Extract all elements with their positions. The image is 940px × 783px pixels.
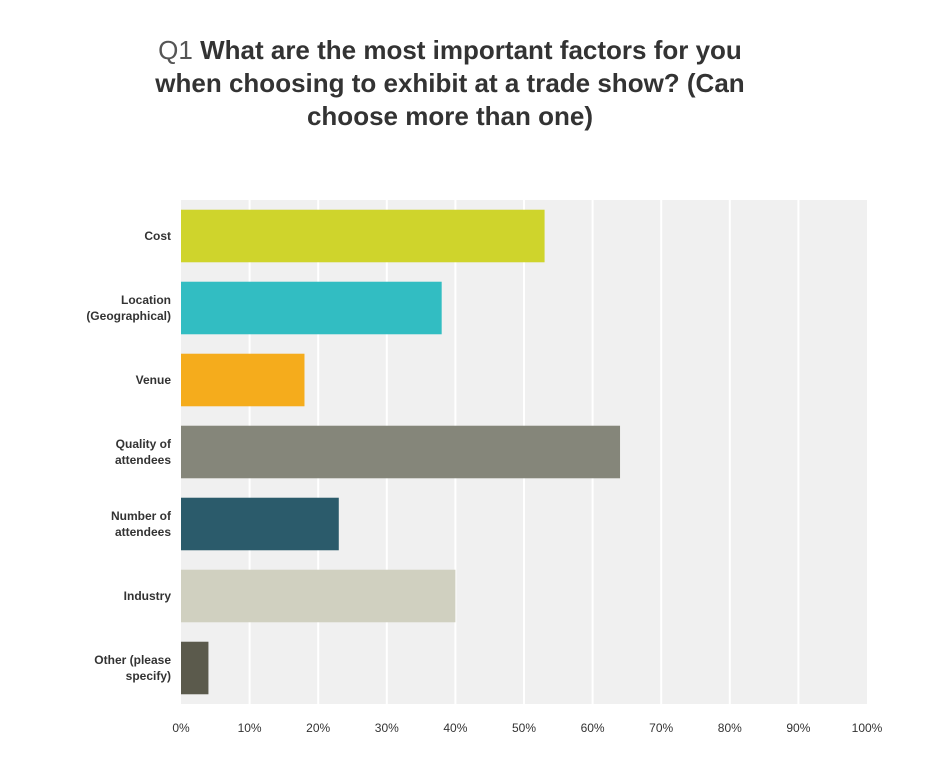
category-label: Venue xyxy=(136,373,172,387)
category-label-line: Cost xyxy=(144,229,171,243)
x-tick-label: 10% xyxy=(238,721,262,735)
category-label-line: attendees xyxy=(115,453,171,467)
x-tick-label: 100% xyxy=(852,721,883,735)
category-label: Quality of attendees xyxy=(115,437,172,467)
chart-title: Q1 What are the most important factors f… xyxy=(130,34,770,133)
category-label: Other (please specify) xyxy=(94,653,171,683)
category-label-line: Location xyxy=(121,293,171,307)
question-number: Q1 xyxy=(158,35,193,65)
category-label-line: specify) xyxy=(126,669,171,683)
x-axis-tick-labels: 0% 10% 20% 30% 40% 50% 60% 70% 80% 90% 100% xyxy=(172,721,882,735)
x-tick-label: 70% xyxy=(649,721,673,735)
x-tick-label: 0% xyxy=(172,721,190,735)
x-tick-label: 40% xyxy=(443,721,467,735)
category-label-line: Venue xyxy=(136,373,172,387)
x-tick-label: 80% xyxy=(718,721,742,735)
question-text: What are the most important factors for … xyxy=(155,35,745,131)
x-tick-label: 90% xyxy=(786,721,810,735)
x-tick-label: 60% xyxy=(581,721,605,735)
x-tick-label: 20% xyxy=(306,721,330,735)
category-label: Cost xyxy=(144,229,171,243)
bar xyxy=(181,353,305,407)
bar xyxy=(181,497,339,551)
category-label-line: (Geographical) xyxy=(86,309,171,323)
category-label-line: Other (please xyxy=(94,653,171,667)
x-tick-label: 30% xyxy=(375,721,399,735)
bar xyxy=(181,425,621,479)
bar xyxy=(181,281,442,335)
bar xyxy=(181,641,209,695)
bar xyxy=(181,209,545,263)
category-label-line: attendees xyxy=(115,525,171,539)
category-label-line: Number of xyxy=(111,509,172,523)
bar xyxy=(181,569,456,623)
category-label: Industry xyxy=(124,589,172,603)
x-tick-label: 50% xyxy=(512,721,536,735)
category-label-line: Quality of xyxy=(116,437,172,451)
category-label-line: Industry xyxy=(124,589,172,603)
category-label: Location (Geographical) xyxy=(86,293,171,323)
category-labels: Cost Location (Geographical) Venue Quality o… xyxy=(86,229,172,683)
bars xyxy=(181,209,621,695)
category-label: Number of attendees xyxy=(111,509,172,539)
